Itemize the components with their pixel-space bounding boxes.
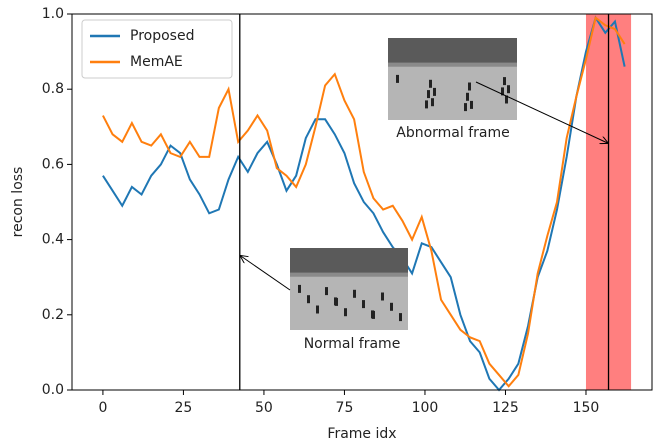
frame-person (431, 98, 434, 107)
frame-person (501, 87, 504, 96)
annotation-text: Abnormal frame (396, 125, 509, 141)
frame-wall (388, 38, 517, 63)
legend-label: MemAE (130, 54, 183, 70)
frame-person (470, 100, 473, 109)
y-tick-label: 0.4 (42, 232, 64, 248)
x-tick-label: 150 (573, 400, 600, 416)
frame-person (390, 302, 393, 311)
x-tick-label: 0 (98, 400, 107, 416)
frame-person (468, 82, 471, 91)
annotation-arrow (475, 81, 608, 143)
plot-frame (71, 13, 653, 391)
frame-person (466, 92, 469, 101)
legend-box (81, 19, 233, 79)
frame-wall (290, 248, 408, 273)
frame-person (362, 300, 365, 309)
frame-person (298, 284, 301, 293)
x-tick-label: 125 (492, 400, 519, 416)
x-tick-label: 100 (412, 400, 439, 416)
frame-person (334, 297, 337, 306)
frame-person (425, 100, 428, 109)
frame-person (503, 77, 506, 86)
x-axis-label: Frame idx (327, 426, 396, 442)
legend-label: Proposed (130, 28, 194, 44)
frame-person (325, 287, 328, 296)
frame-person (507, 85, 510, 94)
y-tick-label: 0.2 (42, 307, 64, 323)
y-tick-label: 0.8 (42, 81, 64, 97)
frame-person (427, 90, 430, 99)
y-tick-label: 1.0 (42, 6, 64, 22)
annotation-text: Normal frame (304, 336, 401, 352)
y-tick-label: 0.0 (42, 382, 64, 398)
frame-floor (290, 276, 408, 330)
x-tick-label: 25 (175, 400, 193, 416)
frame-person (353, 289, 356, 298)
frame-person (464, 103, 467, 112)
frame-person (399, 313, 402, 322)
frame-person (316, 305, 319, 314)
frame-person (396, 74, 399, 83)
frame-floor (388, 66, 517, 120)
frame-person (433, 87, 436, 96)
frame-person (371, 310, 374, 319)
frame-person (429, 79, 432, 88)
y-tick-label: 0.6 (42, 156, 64, 172)
annotation-arrow (241, 256, 291, 291)
frame-person (344, 308, 347, 317)
series-line (102, 16, 626, 388)
frame-person (505, 95, 508, 104)
x-tick-label: 50 (255, 400, 273, 416)
x-tick-label: 75 (336, 400, 354, 416)
frame-person (381, 292, 384, 301)
y-axis-label: recon loss (10, 167, 26, 238)
frame-person (307, 295, 310, 304)
